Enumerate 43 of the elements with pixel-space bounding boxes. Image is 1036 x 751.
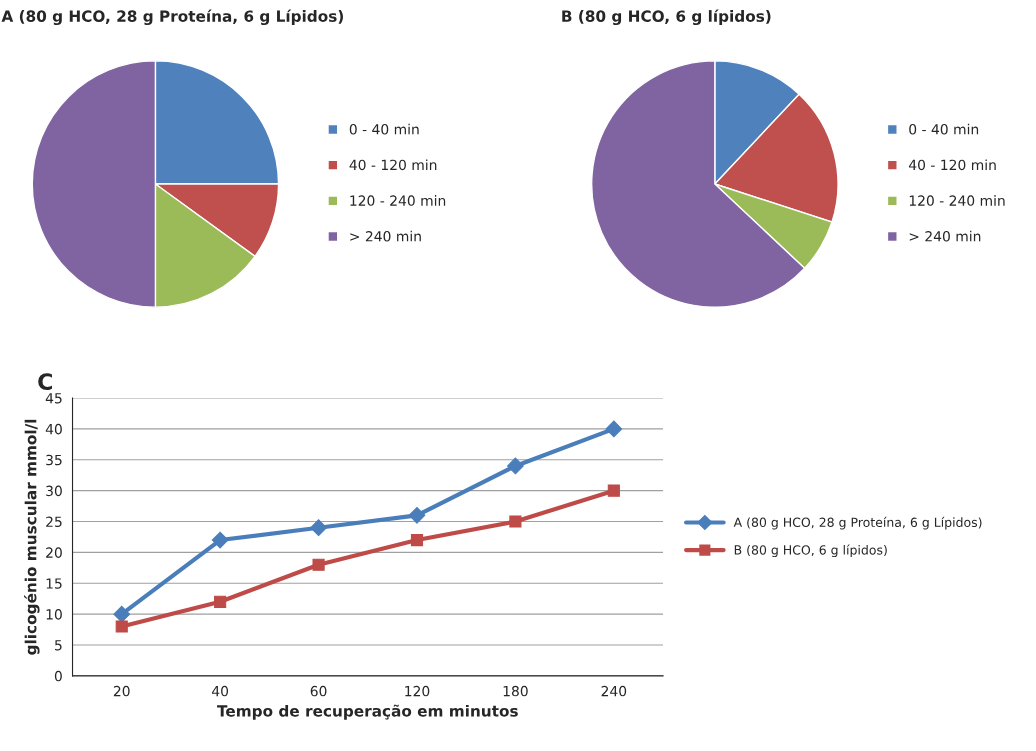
legend-label: 120 - 240 min [909, 195, 1005, 206]
legend-label: > 240 min [909, 230, 981, 242]
y-tick-label: 20 [46, 547, 62, 558]
point [310, 519, 327, 537]
x-tick-label: 180 [503, 685, 528, 697]
point [312, 558, 325, 571]
legend-label: B (80 g HCO, 6 g lípidos) [734, 544, 887, 558]
y-axis-title: glicogénio muscular mmol/l [24, 419, 40, 655]
x-axis-title: Tempo de recuperação em minutos [217, 704, 518, 720]
y-tick-label: 45 [45, 393, 62, 404]
y-tick-label: 40 [45, 423, 62, 435]
legend-label: 40 - 120 min [908, 159, 996, 171]
point [408, 506, 426, 524]
y-tick-label: 35 [46, 454, 62, 466]
chart-title: A (80 g HCO, 28 g Proteína, 6 g Lípidos) [1, 9, 343, 25]
x-tick-label: 240 [601, 685, 627, 697]
y-tick-label: 15 [46, 578, 62, 589]
y-tick-label: 10 [46, 609, 62, 620]
y-tick-label: 0 [54, 670, 62, 682]
point [115, 620, 128, 633]
point [605, 420, 623, 438]
point [607, 484, 620, 497]
point [410, 533, 424, 547]
chart-title: B (80 g HCO, 6 g lípidos) [562, 9, 771, 25]
legend-label: 0 - 40 min [909, 123, 979, 135]
y-tick-label: 5 [55, 640, 62, 651]
point [214, 595, 227, 608]
legend-label: 40 - 120 min [349, 159, 437, 171]
legend-label: A (80 g HCO, 28 g Proteína, 6 g Lípidos) [733, 516, 982, 530]
point [113, 605, 131, 623]
legend-label: 120 - 240 min [350, 195, 446, 206]
x-tick-label: 20 [113, 685, 130, 697]
chart-title: C [38, 373, 52, 391]
point [211, 531, 229, 549]
point [509, 515, 522, 528]
point [507, 457, 524, 475]
y-tick-label: 30 [46, 485, 62, 497]
legend-label: 0 - 40 min [349, 123, 419, 135]
y-tick-label: 25 [46, 516, 62, 527]
x-tick-label: 40 [211, 685, 229, 697]
legend-label: > 240 min [350, 230, 421, 242]
x-tick-label: 120 [405, 685, 430, 697]
x-tick-label: 60 [310, 685, 327, 697]
